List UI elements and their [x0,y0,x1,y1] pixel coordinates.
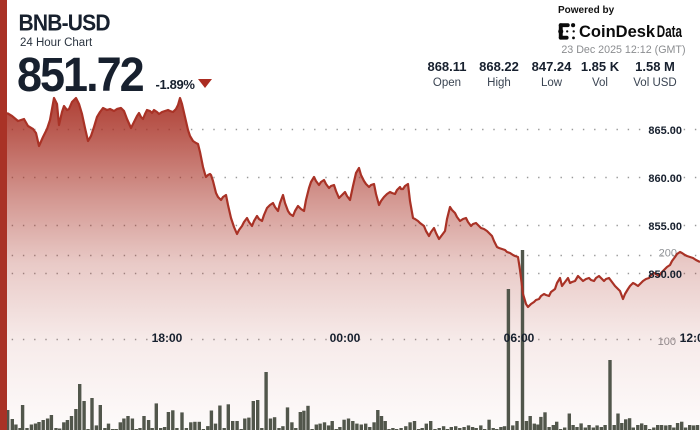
svg-text:Data: Data [657,22,683,40]
svg-text:200: 200 [659,248,677,260]
svg-text:CoinDesk: CoinDesk [579,22,656,40]
